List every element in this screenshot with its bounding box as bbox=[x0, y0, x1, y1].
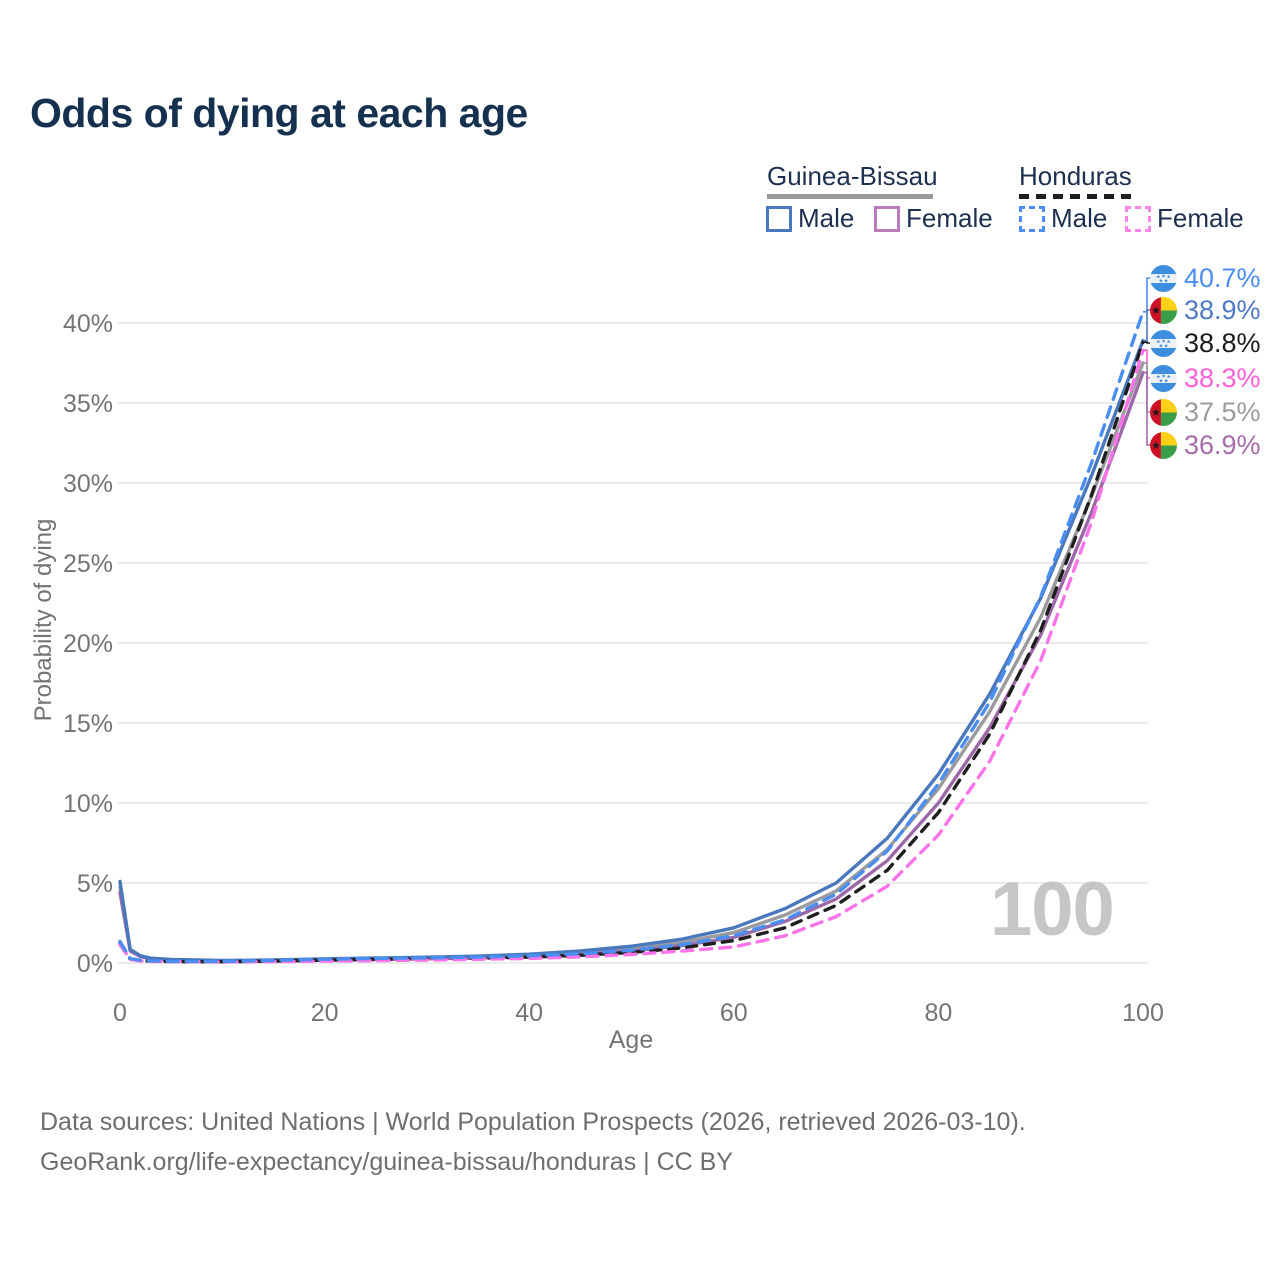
data-source-note: Data sources: United Nations | World Pop… bbox=[40, 1108, 1026, 1136]
y-tick-label: 20% bbox=[63, 630, 113, 658]
guinea-bissau-flag-icon bbox=[1150, 432, 1177, 459]
legend-underline-guinea-bissau-both bbox=[767, 194, 933, 199]
legend-group-title-honduras: Honduras bbox=[1019, 161, 1132, 191]
watermark-max-age: 100 bbox=[990, 867, 1115, 952]
legend-group-title-guinea-bissau: Guinea-Bissau bbox=[767, 161, 938, 191]
y-tick-label: 25% bbox=[63, 550, 113, 578]
y-tick-label: 15% bbox=[63, 710, 113, 738]
legend-item-label: Female bbox=[1157, 203, 1244, 233]
y-tick-label: 5% bbox=[77, 870, 113, 898]
y-tick-label: 10% bbox=[63, 790, 113, 818]
legend-item-label: Male bbox=[798, 203, 855, 233]
legend-item-honduras-male[interactable]: Male bbox=[1019, 203, 1107, 234]
honduras-flag-icon bbox=[1150, 265, 1177, 292]
x-tick-label: 60 bbox=[720, 999, 748, 1027]
y-tick-label: 40% bbox=[63, 310, 113, 338]
guinea-bissau-flag-icon bbox=[1150, 297, 1177, 324]
page-title: Odds of dying at each age bbox=[30, 90, 528, 136]
checkbox-icon bbox=[1125, 205, 1151, 232]
end-label-guinea-bissau-female: 36.9% bbox=[1150, 428, 1261, 462]
legend-item-guinea-bissau-male[interactable]: Male bbox=[766, 203, 854, 234]
y-tick-label: 35% bbox=[63, 390, 113, 418]
honduras-flag-icon bbox=[1150, 330, 1177, 357]
x-tick-label: 40 bbox=[515, 999, 543, 1027]
checkbox-icon bbox=[874, 205, 900, 232]
legend-underline-honduras-both bbox=[1019, 194, 1133, 199]
y-axis-title: Probability of dying bbox=[30, 518, 57, 722]
end-label-value: 37.5% bbox=[1184, 396, 1261, 427]
legend-item-guinea-bissau-female[interactable]: Female bbox=[874, 203, 993, 234]
end-label-honduras-both-sexes: 38.8% bbox=[1150, 326, 1261, 360]
series-line-guinea-bissau-male[interactable] bbox=[118, 338, 1145, 963]
guinea-bissau-flag-icon bbox=[1150, 399, 1177, 426]
x-tick-label: 0 bbox=[113, 999, 127, 1027]
x-axis-title: Age bbox=[608, 1026, 654, 1054]
x-tick-label: 20 bbox=[311, 999, 339, 1027]
checkbox-icon bbox=[766, 205, 792, 232]
end-label-connector bbox=[1143, 277, 1150, 313]
end-label-connector bbox=[1143, 341, 1150, 344]
attribution-link: GeoRank.org/life-expectancy/guinea-bissa… bbox=[40, 1148, 733, 1176]
end-label-guinea-bissau-both-sexes: 37.5% bbox=[1150, 395, 1261, 429]
end-label-honduras-male: 40.7% bbox=[1150, 261, 1261, 295]
legend-item-label: Female bbox=[906, 203, 993, 233]
end-label-value: 36.9% bbox=[1184, 429, 1261, 460]
x-tick-label: 100 bbox=[1122, 999, 1164, 1027]
legend-item-honduras-female[interactable]: Female bbox=[1125, 203, 1244, 234]
end-label-guinea-bissau-male: 38.9% bbox=[1150, 293, 1261, 327]
series-line-honduras-male[interactable] bbox=[118, 310, 1145, 964]
end-label-connector bbox=[1143, 309, 1150, 342]
end-label-value: 40.7% bbox=[1184, 262, 1261, 293]
end-label-value: 38.9% bbox=[1184, 294, 1261, 325]
end-label-connector bbox=[1143, 371, 1150, 446]
end-label-value: 38.3% bbox=[1184, 362, 1261, 393]
y-tick-label: 30% bbox=[63, 470, 113, 498]
honduras-flag-icon bbox=[1150, 365, 1177, 392]
end-label-value: 38.8% bbox=[1184, 327, 1261, 358]
x-tick-label: 80 bbox=[924, 999, 952, 1027]
end-label-honduras-female: 38.3% bbox=[1150, 361, 1261, 395]
y-tick-label: 0% bbox=[77, 950, 113, 978]
legend-item-label: Male bbox=[1051, 203, 1108, 233]
checkbox-icon bbox=[1019, 205, 1045, 232]
